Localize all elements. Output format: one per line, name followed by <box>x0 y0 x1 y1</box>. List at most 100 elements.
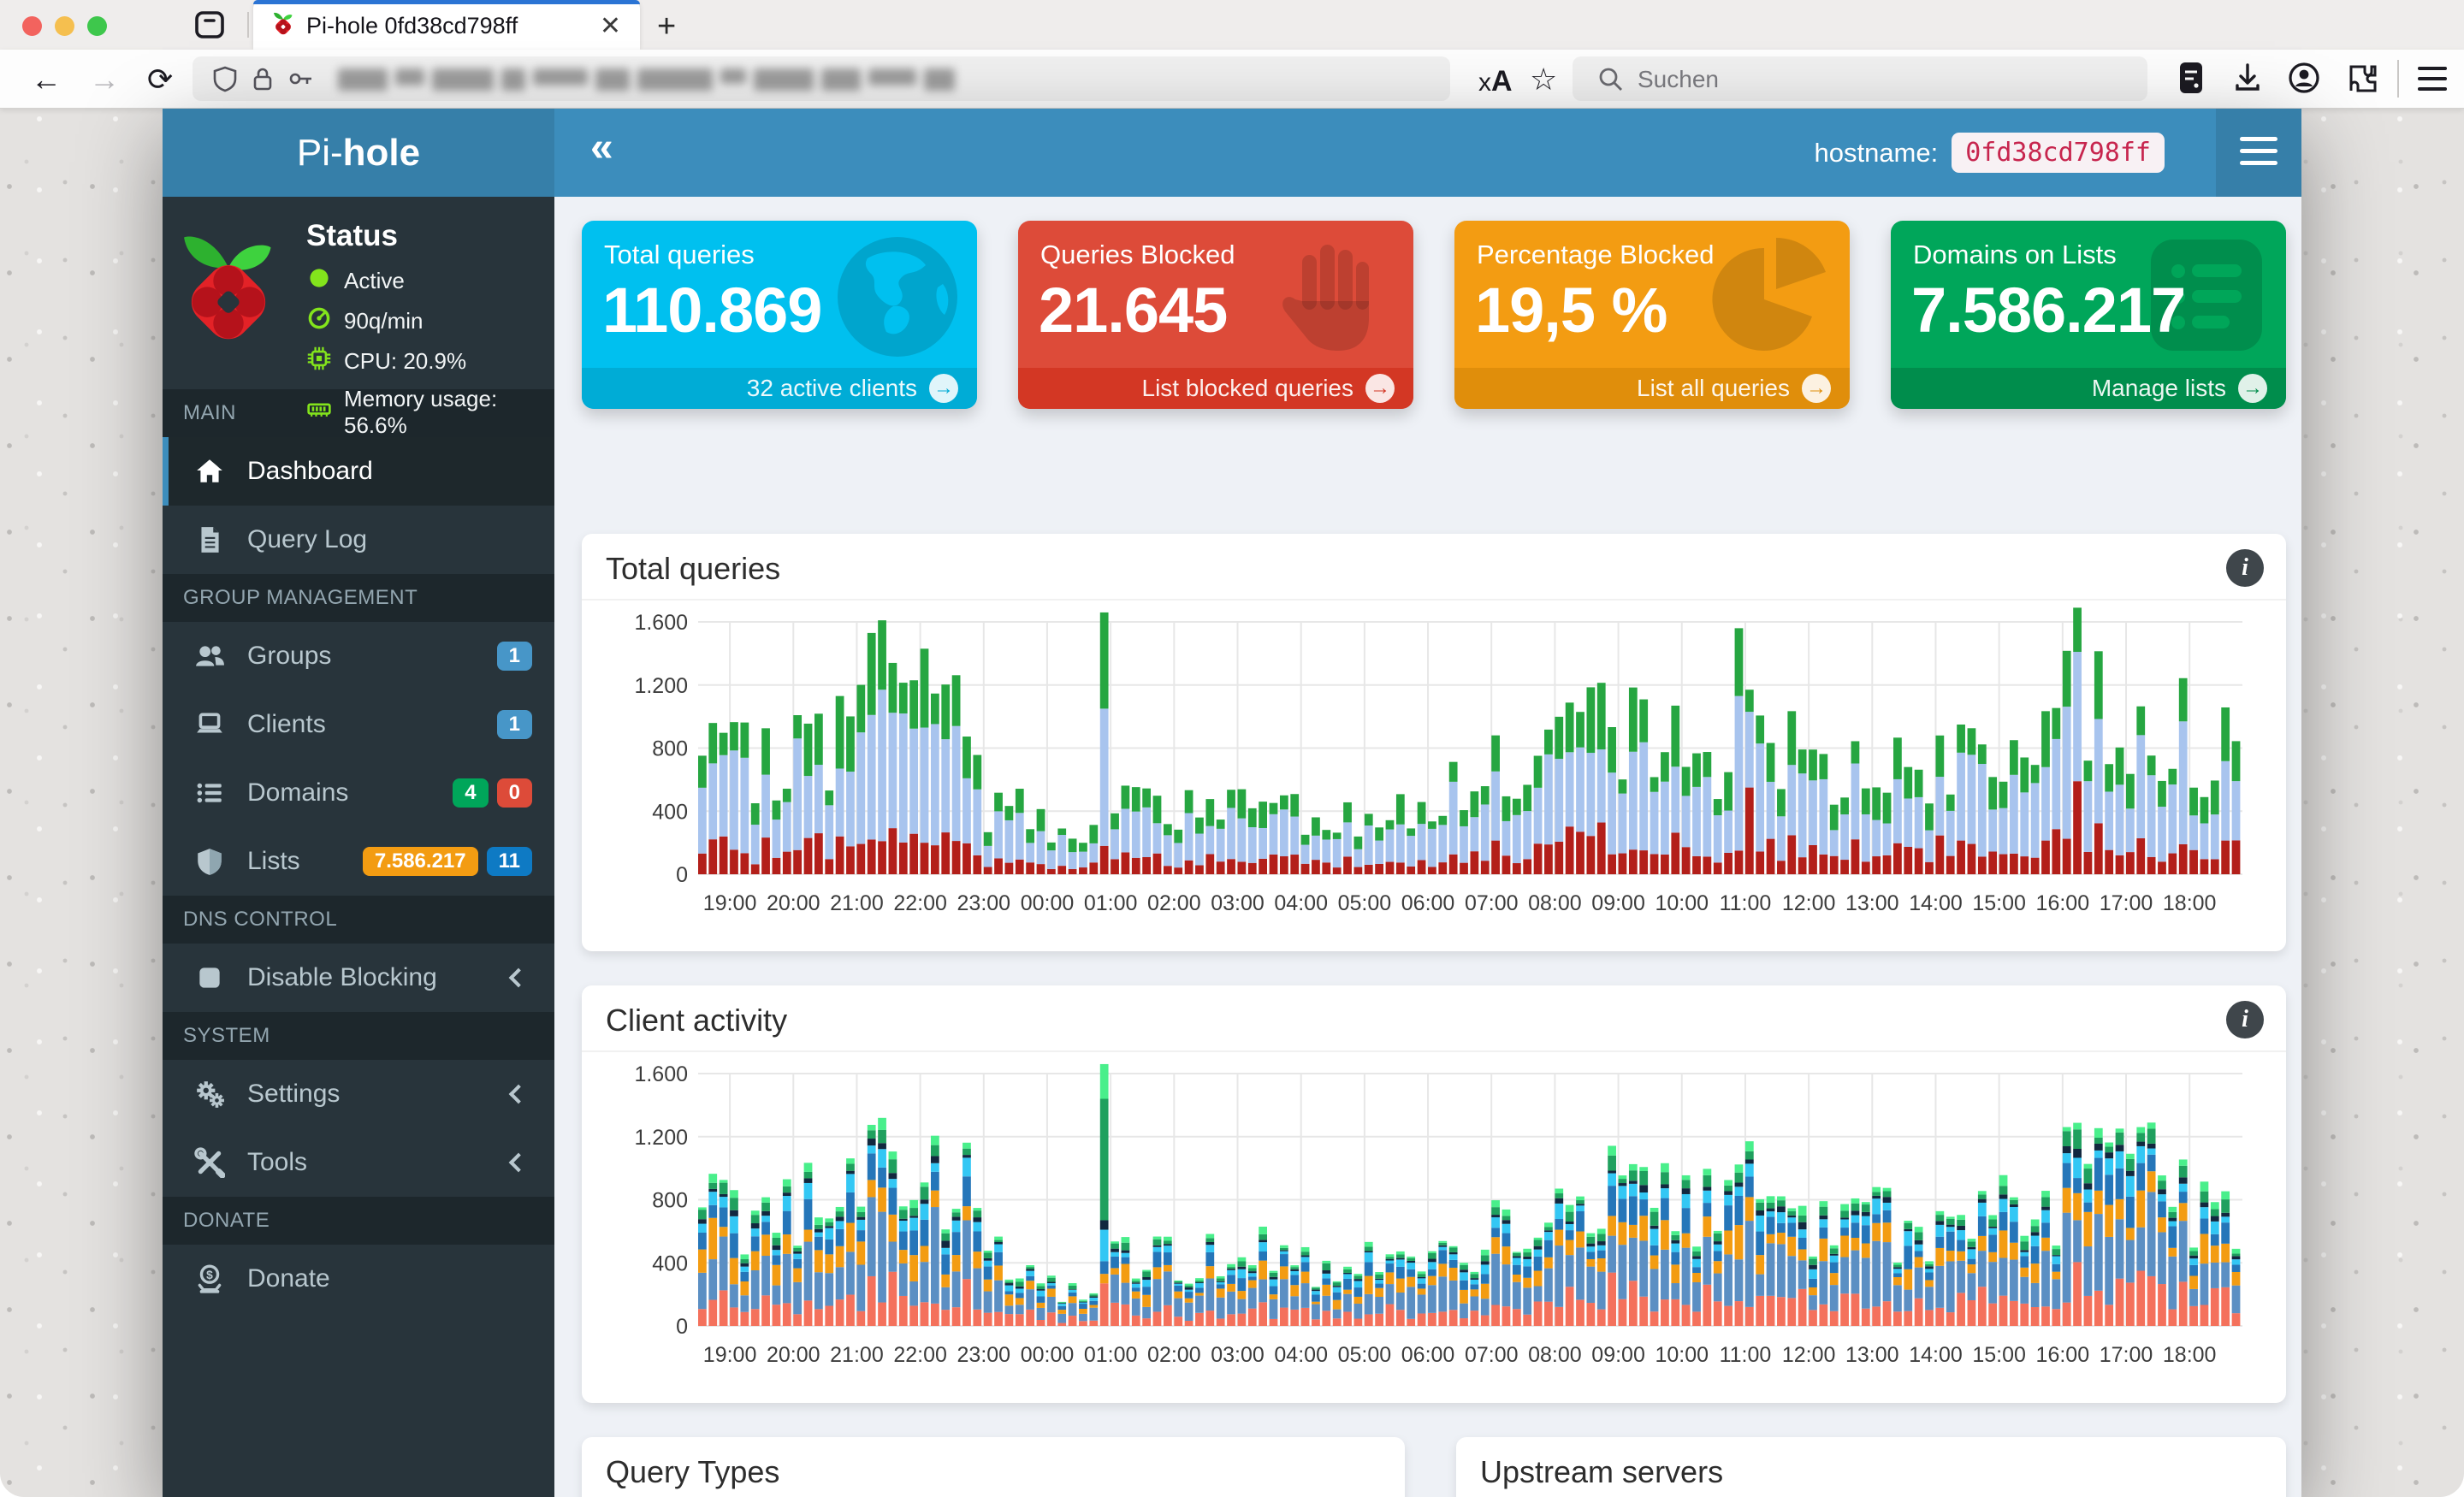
panel-title: Query Types <box>606 1454 780 1489</box>
sidebar-item-label: Settings <box>247 1080 341 1108</box>
memory-icon <box>306 397 332 429</box>
key-icon[interactable] <box>287 65 314 92</box>
window-close-button[interactable] <box>22 16 42 36</box>
search-field[interactable]: Suchen <box>1573 56 2147 101</box>
window-minimize-button[interactable] <box>55 16 74 36</box>
svg-text:00:00: 00:00 <box>1021 1343 1075 1367</box>
sidebar-item-label: Clients <box>247 710 326 738</box>
svg-text:06:00: 06:00 <box>1401 891 1455 915</box>
svg-text:01:00: 01:00 <box>1084 1343 1138 1367</box>
query-types-panel: Query Types ✓ A <box>582 1437 1405 1497</box>
sidebar-item-disable-blocking[interactable]: Disable Blocking <box>163 944 554 1012</box>
total-queries-chart[interactable]: 0 400 800 1.200 1.600 19:00 20:00 21:00 22:00 23:… <box>595 607 2272 926</box>
svg-text:04:00: 04:00 <box>1274 891 1328 915</box>
svg-text:17:00: 17:00 <box>2100 1343 2153 1367</box>
sidebar-badge: 1 <box>496 710 532 739</box>
status-block: Status Active 90q/min CPU: 20.9% Memory … <box>163 197 554 438</box>
gauge-icon <box>306 305 332 337</box>
sidebar-item-dashboard[interactable]: Dashboard <box>163 437 554 506</box>
svg-text:01:00: 01:00 <box>1084 891 1138 915</box>
sidebar-item-domains[interactable]: Domains 4 0 <box>163 759 554 827</box>
chevron-left-icon <box>508 967 529 988</box>
svg-text:02:00: 02:00 <box>1147 1343 1201 1367</box>
card-value: 7.586.217 <box>1911 275 2186 346</box>
stat-card-queries-blocked: Queries Blocked 21.645 List blocked quer… <box>1018 221 1413 409</box>
globe-icon <box>833 233 962 361</box>
card-footer-link[interactable]: List blocked queries → <box>1018 368 1413 409</box>
svg-text:03:00: 03:00 <box>1211 891 1265 915</box>
svg-text:05:00: 05:00 <box>1338 1343 1392 1367</box>
svg-text:12:00: 12:00 <box>1782 891 1836 915</box>
status-row: CPU: 20.9% <box>306 346 554 377</box>
tab-close-icon[interactable]: ✕ <box>599 12 621 40</box>
card-footer-link[interactable]: 32 active clients → <box>582 368 977 409</box>
sidebar-item-lists[interactable]: Lists 7.586.217 11 <box>163 827 554 896</box>
svg-text:$: $ <box>206 1269 213 1281</box>
chevron-left-icon <box>508 1152 529 1173</box>
shield-icon <box>191 846 228 877</box>
hostname: hostname: 0fd38cd798ff <box>1814 109 2165 197</box>
svg-text:20:00: 20:00 <box>767 1343 820 1367</box>
url-bar[interactable] <box>192 56 1450 101</box>
svg-text:22:00: 22:00 <box>893 891 947 915</box>
sidebar-item-settings[interactable]: Settings <box>163 1060 554 1128</box>
browser-menu-icon[interactable] <box>2418 67 2447 98</box>
svg-text:16:00: 16:00 <box>2036 1343 2090 1367</box>
window-zoom-button[interactable] <box>87 16 107 36</box>
sidebar-item-tools[interactable]: Tools <box>163 1128 554 1197</box>
svg-text:00:00: 00:00 <box>1021 891 1075 915</box>
active-tab[interactable]: Pi-hole 0fd38cd798ff ✕ <box>253 0 640 50</box>
extensions-icon[interactable] <box>2344 60 2380 96</box>
arrow-circle-right-icon: → <box>1802 374 1831 403</box>
svg-text:04:00: 04:00 <box>1274 1343 1328 1367</box>
list-icon <box>191 778 228 808</box>
tab-overview-icon[interactable] <box>195 11 224 38</box>
card-footer-link[interactable]: List all queries → <box>1454 368 1850 409</box>
tab-separator <box>247 12 249 38</box>
svg-text:10:00: 10:00 <box>1655 891 1709 915</box>
back-icon[interactable]: ← <box>31 62 62 97</box>
password-manager-extension-icon[interactable] <box>2173 60 2209 96</box>
sidebar-badge: 11 <box>486 847 532 876</box>
upstream-servers-panel: Upstream servers <box>1456 1437 2286 1497</box>
pihole-app-window: Pi-hole « hostname: 0fd38cd798ff <box>163 109 2301 1497</box>
arrow-circle-right-icon: → <box>1365 374 1395 403</box>
svg-text:21:00: 21:00 <box>830 1343 884 1367</box>
bookmark-star-icon[interactable]: ☆ <box>1530 62 1558 97</box>
upstream-servers-panel-header: Upstream servers <box>1456 1437 2286 1497</box>
forward-icon[interactable]: → <box>89 62 120 97</box>
new-tab-button[interactable]: + <box>657 9 677 44</box>
gears-icon <box>191 1079 228 1109</box>
search-placeholder: Suchen <box>1638 66 1719 92</box>
tracking-shield-icon[interactable] <box>211 65 239 92</box>
svg-text:02:00: 02:00 <box>1147 891 1201 915</box>
info-icon[interactable]: i <box>2226 549 2264 587</box>
sidebar-item-donate[interactable]: $ Donate <box>163 1245 554 1313</box>
translate-icon[interactable]: xA <box>1478 65 1513 98</box>
status-title: Status <box>306 219 398 252</box>
svg-text:13:00: 13:00 <box>1845 1343 1899 1367</box>
dot-icon <box>306 265 332 297</box>
sidebar-item-groups[interactable]: Groups 1 <box>163 622 554 690</box>
sidebar-badge: 1 <box>496 642 532 671</box>
svg-text:1.600: 1.600 <box>634 611 688 635</box>
svg-text:14:00: 14:00 <box>1909 891 1963 915</box>
svg-text:19:00: 19:00 <box>703 891 757 915</box>
svg-text:07:00: 07:00 <box>1465 1343 1519 1367</box>
account-icon[interactable] <box>2286 60 2322 96</box>
reload-icon[interactable]: ⟳ <box>147 62 174 97</box>
sidebar-collapse-icon[interactable]: « <box>590 125 613 170</box>
info-icon[interactable]: i <box>2226 1001 2264 1038</box>
lock-icon[interactable] <box>249 65 276 92</box>
app-menu-button[interactable] <box>2216 109 2301 197</box>
sidebar-badge: 7.586.217 <box>362 847 478 876</box>
downloads-icon[interactable] <box>2230 60 2266 96</box>
hand-icon <box>1270 233 1398 361</box>
client-activity-chart[interactable]: 0 400 800 1.200 1.600 19:00 20:00 21:00 22:00 23:… <box>595 1059 2272 1378</box>
sidebar-item-label: Domains <box>247 778 349 807</box>
sidebar-item-clients[interactable]: Clients 1 <box>163 690 554 759</box>
sidebar-item-label: Tools <box>247 1148 308 1176</box>
sidebar-item-query-log[interactable]: Query Log <box>163 506 554 574</box>
brand-logo[interactable]: Pi-hole <box>163 109 554 197</box>
card-footer-link[interactable]: Manage lists → <box>1891 368 2286 409</box>
